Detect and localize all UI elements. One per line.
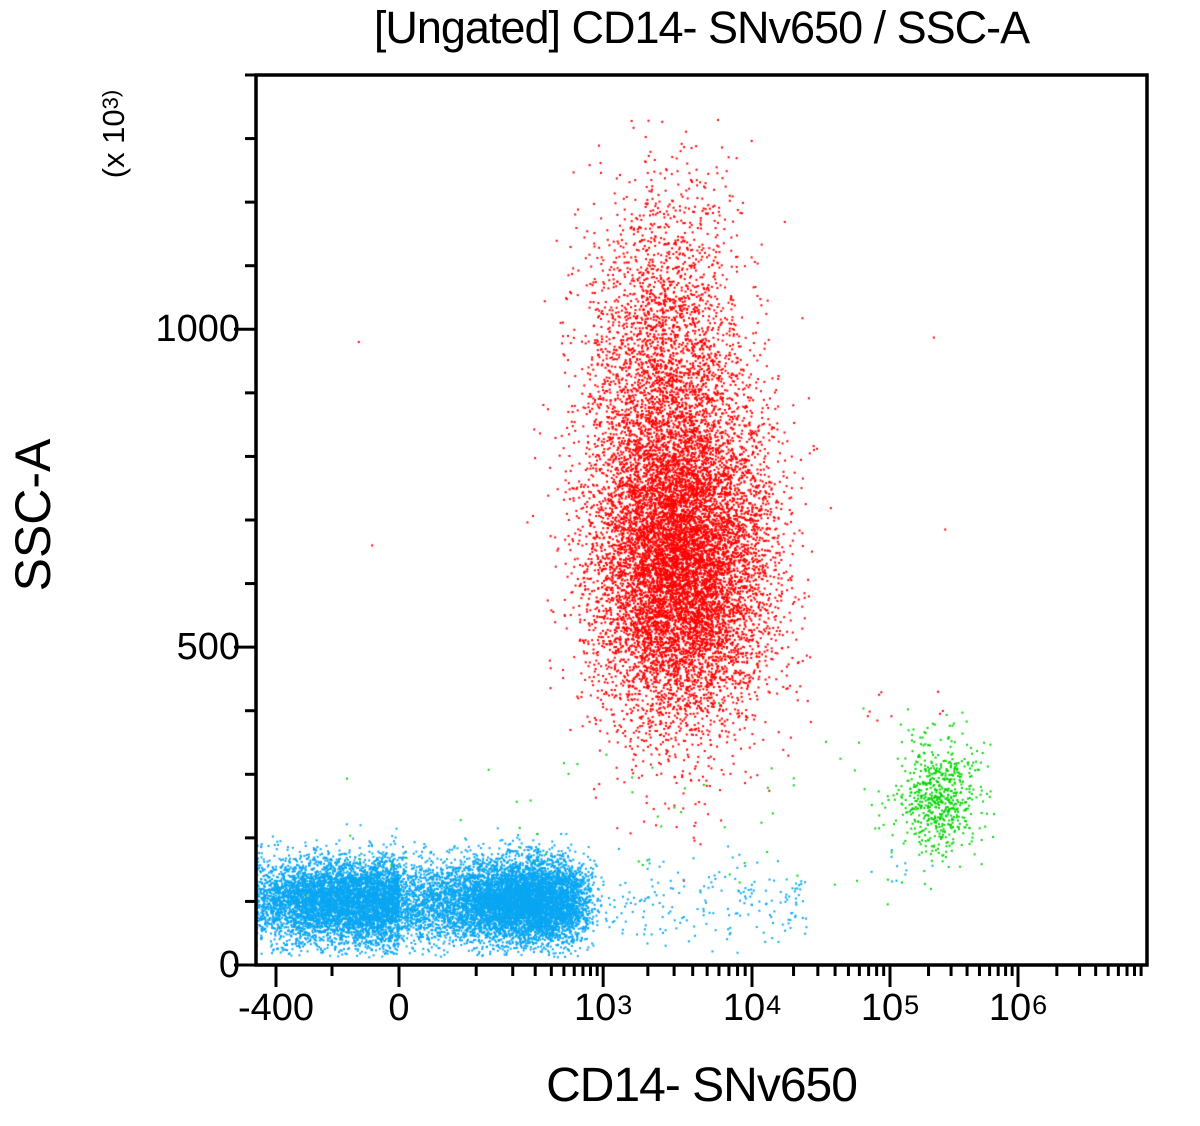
x-tick-label--400: -400: [237, 987, 315, 1029]
plot-border: [254, 73, 1149, 967]
x-tick-label-0: 0: [388, 987, 410, 1029]
x-tick-label-106: 106: [988, 987, 1048, 1029]
scatter-points-canvas: [256, 75, 1147, 965]
x-axis-title: CD14- SNv650: [546, 1059, 858, 1112]
y-tick-label-1000: 1000: [155, 308, 240, 351]
chart-title: [Ungated] CD14- SNv650 / SSC-A: [373, 2, 1030, 53]
x-tick-label-105: 105: [860, 987, 920, 1029]
x-tick-label-103: 103: [574, 987, 633, 1029]
y-tick-label-0: 0: [218, 944, 240, 986]
x-tick-label-104: 104: [722, 987, 782, 1029]
y-tick-label-500: 500: [176, 626, 240, 669]
